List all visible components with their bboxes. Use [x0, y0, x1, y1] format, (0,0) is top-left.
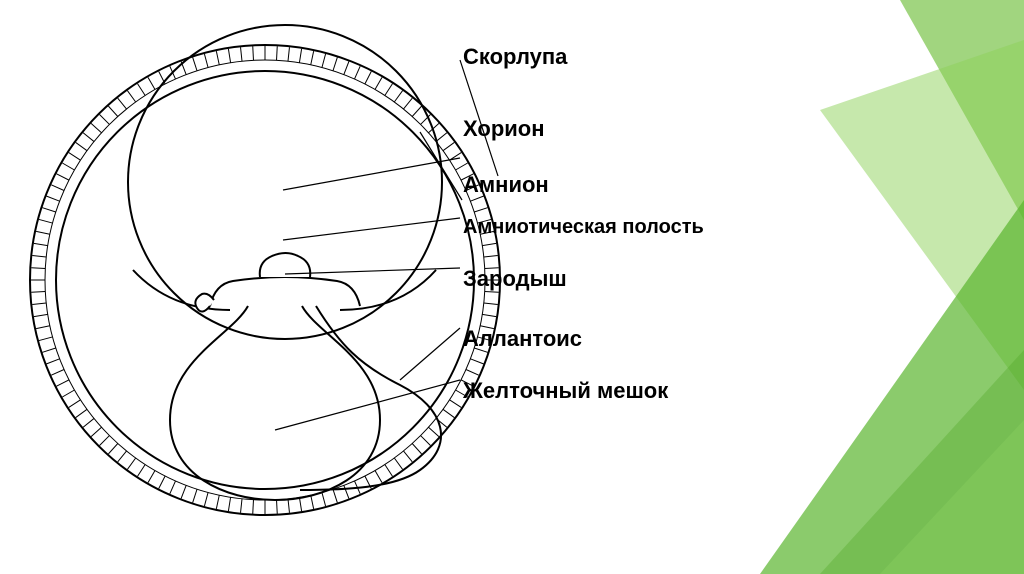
diagram-stage: Скорлупа Хорион Амнион Амниотическая полост… [0, 0, 1024, 574]
label-chorion: Хорион [463, 116, 545, 142]
label-amnion: Амнион [463, 172, 549, 198]
label-amniotic: Амниотическая полость [463, 216, 704, 239]
label-embryo: Зародыш [463, 266, 567, 292]
decor-triangles [760, 0, 1024, 574]
label-shell: Скорлупа [463, 44, 567, 70]
label-yolk: Желточный мешок [463, 378, 668, 404]
shell-outline [30, 25, 500, 515]
label-allantois: Аллантоис [463, 326, 582, 352]
